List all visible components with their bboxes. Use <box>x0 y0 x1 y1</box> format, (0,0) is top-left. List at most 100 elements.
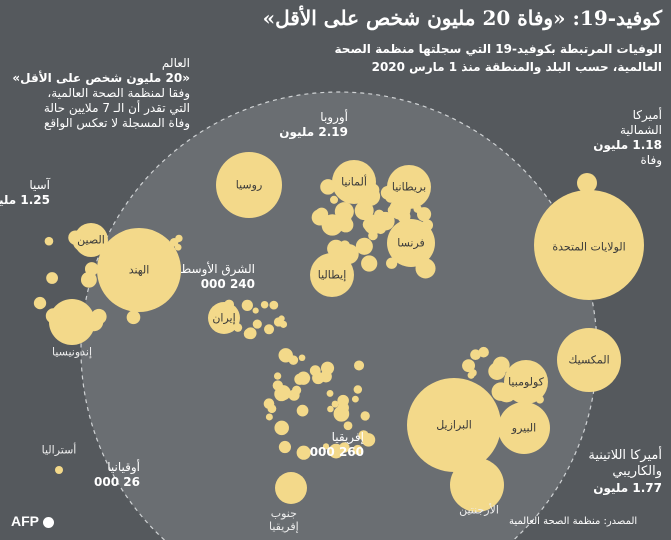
region-name: الشرق الأوسط <box>181 262 256 276</box>
country-label-usa: الولايات المتحدة <box>553 240 627 254</box>
country-bubble <box>356 237 374 255</box>
country-label-germany: ألمانيا <box>342 175 368 189</box>
world-circle <box>81 91 598 540</box>
country-bubble <box>297 445 312 460</box>
country-bubble <box>463 359 477 373</box>
country-label-russia: روسيا <box>236 178 264 192</box>
country-label-india: الهند <box>129 263 151 277</box>
region-unit: وفاة <box>641 153 663 167</box>
country-bubble <box>451 458 505 512</box>
country-bubble <box>354 385 364 394</box>
country-bubble <box>578 173 598 193</box>
country-bubble <box>323 262 335 275</box>
country-bubble <box>470 369 478 377</box>
country-bubble <box>270 300 280 310</box>
country-bubble <box>69 230 84 245</box>
label-line: إفريقيا <box>270 519 300 533</box>
subtitle-line: الوفيات المرتبطة بكوفيد-19 التي سجلتها م… <box>335 42 663 56</box>
region-name: آسيا <box>30 178 51 192</box>
country-bubble <box>558 328 622 392</box>
region-value: 260 000 <box>310 445 365 459</box>
country-bubble <box>422 219 435 231</box>
country-bubble <box>253 307 260 314</box>
region-name: أوقيانيا <box>108 460 141 474</box>
country-bubble <box>234 323 244 332</box>
country-bubble <box>323 443 331 450</box>
north-america-label: أميركا الشمالية 1.18 مليون وفاة <box>594 108 663 168</box>
country-bubble <box>142 276 155 289</box>
source-note: المصدر: منظمة الصحة العالمية <box>510 516 639 527</box>
country-bubble <box>321 179 337 195</box>
world-circle-outline <box>81 91 599 540</box>
world-note-line: التي تقدر أن الـ 7 ملايين حالة <box>44 101 191 115</box>
afp-logo: AFP <box>12 512 55 530</box>
country-bubble <box>242 299 254 311</box>
oceania-label: أوقيانيا 26 000 <box>95 460 141 490</box>
country-bubble <box>295 373 307 385</box>
country-bubble <box>387 257 399 269</box>
subtitle-line: العالمية، حسب البلد والمنطقة منذ 1 مارس … <box>372 60 663 74</box>
country-label-argentina: الأرجنتين <box>460 503 500 517</box>
country-label-uk: بريطانيا <box>392 180 428 194</box>
country-bubble <box>416 258 437 279</box>
region-value: 2.19 مليون <box>280 125 349 139</box>
country-bubble <box>328 239 346 258</box>
country-label-italy: إيطاليا <box>318 268 348 282</box>
country-bubble <box>338 402 350 414</box>
country-bubble <box>516 407 523 414</box>
country-bubble <box>344 421 354 431</box>
country-bubble <box>56 466 64 474</box>
country-bubble <box>331 195 340 204</box>
country-bubble <box>486 398 494 405</box>
country-bubble <box>407 195 416 205</box>
country-bubble <box>223 307 233 318</box>
world-note-line: «20 مليون شخص على الأقل» <box>13 71 191 85</box>
country-bubble <box>119 255 139 275</box>
country-bubble <box>266 413 274 421</box>
country-bubble <box>34 296 48 310</box>
logo-text: AFP <box>12 513 40 529</box>
country-bubble <box>274 317 285 327</box>
country-bubble <box>50 299 96 345</box>
country-bubble <box>127 310 142 325</box>
country-bubble <box>85 312 105 332</box>
country-bubble <box>411 221 423 234</box>
region-name: أميركا اللاتينية <box>589 448 663 463</box>
country-label-australia: أستراليا <box>42 443 78 457</box>
country-bubble <box>299 354 307 362</box>
region-name: إفريقيا <box>332 430 365 444</box>
country-bubble <box>394 234 411 251</box>
country-bubble <box>328 405 335 413</box>
country-bubble <box>321 370 333 383</box>
country-bubble <box>149 283 168 301</box>
country-bubble <box>355 201 375 221</box>
country-bubble <box>471 349 482 361</box>
country-label-colombia: كولومبيا <box>509 375 545 389</box>
country-bubble <box>244 328 256 340</box>
latin-america-label: أميركا اللاتينية والكاريبي 1.77 مليون <box>589 448 663 496</box>
country-bubble <box>479 346 490 358</box>
country-bubble <box>83 231 103 252</box>
country-bubble <box>363 218 376 231</box>
country-bubble <box>388 219 436 267</box>
country-bubble <box>510 367 527 384</box>
country-bubble <box>353 444 364 455</box>
europe-label: أوروبا 2.19 مليون <box>280 110 349 140</box>
label-line: جنوب <box>271 507 298 520</box>
country-bubble <box>408 378 502 472</box>
country-label-south-africa: جنوب إفريقيا <box>270 507 300 533</box>
country-label-mexico: المكسيك <box>569 353 611 367</box>
country-bubble <box>310 365 322 377</box>
country-bubble <box>327 389 335 397</box>
country-bubble <box>388 165 432 209</box>
country-bubble <box>253 319 263 329</box>
country-bubble <box>335 202 355 222</box>
middle-east-label: الشرق الأوسط 240 000 <box>181 262 256 292</box>
country-bubble <box>273 380 284 391</box>
country-bubble <box>175 243 183 251</box>
country-label-iran: إيران <box>213 311 237 325</box>
country-bubble <box>276 472 308 504</box>
country-bubble <box>362 433 377 447</box>
country-bubble <box>121 287 131 298</box>
